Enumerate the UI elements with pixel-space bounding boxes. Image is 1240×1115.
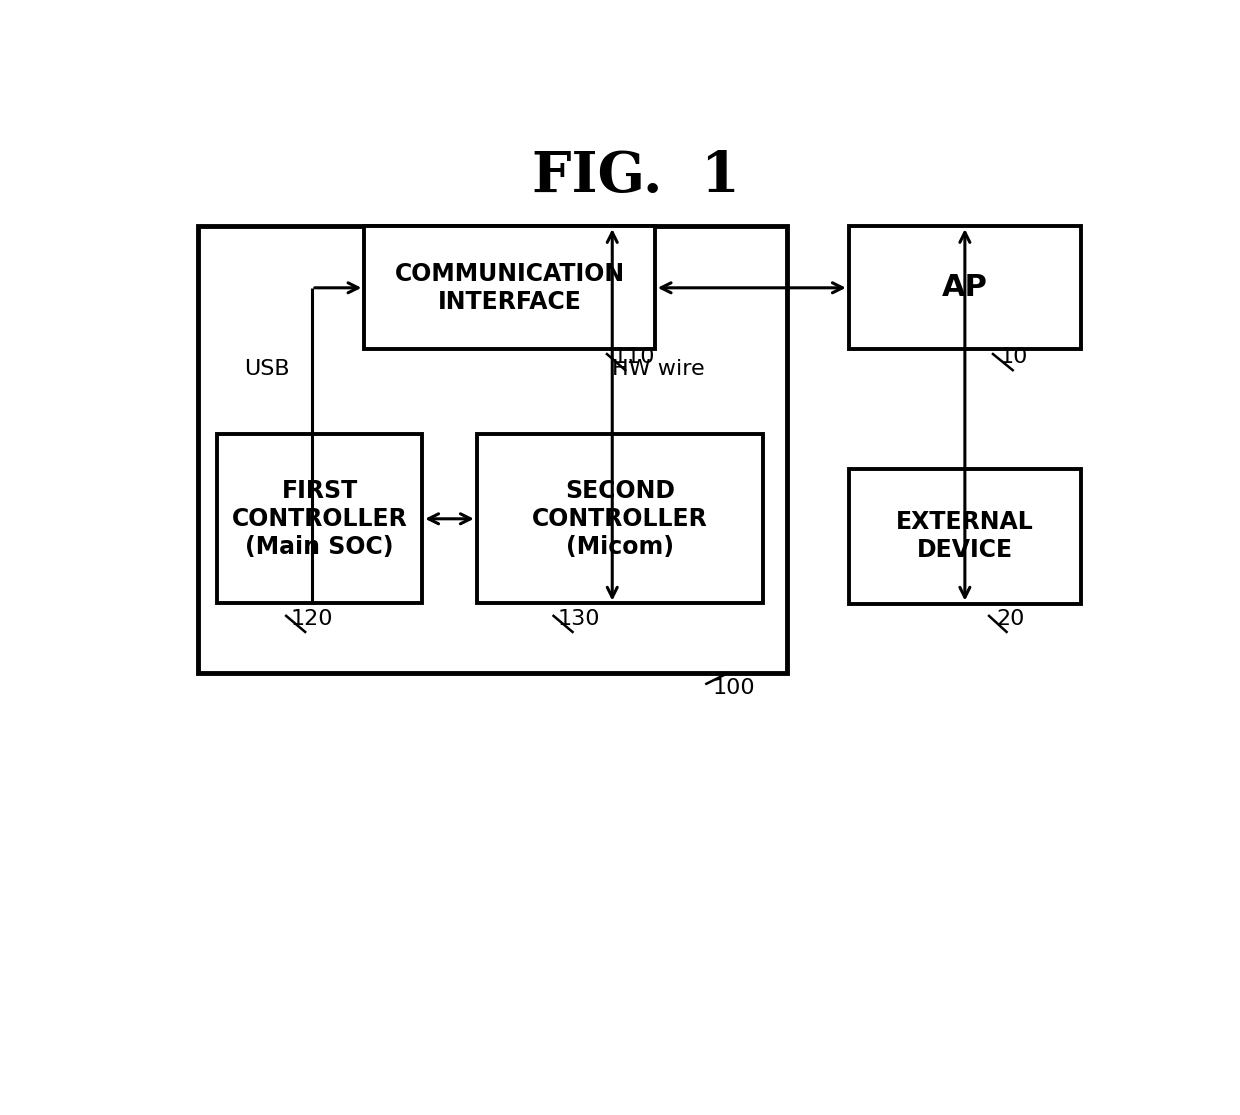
Bar — [197, 226, 786, 672]
Bar — [365, 226, 655, 349]
Text: USB: USB — [244, 359, 290, 379]
Text: 10: 10 — [999, 347, 1028, 367]
Text: HW wire: HW wire — [613, 359, 704, 379]
Text: 130: 130 — [558, 609, 600, 629]
Bar — [848, 226, 1081, 349]
Text: AP: AP — [942, 273, 988, 302]
Text: 110: 110 — [613, 347, 655, 367]
Bar — [848, 468, 1081, 603]
Text: SECOND
CONTROLLER
(Micom): SECOND CONTROLLER (Micom) — [532, 479, 708, 559]
Text: EXTERNAL
DEVICE: EXTERNAL DEVICE — [897, 511, 1034, 562]
Bar — [217, 434, 423, 603]
Text: 100: 100 — [713, 678, 755, 698]
Bar — [476, 434, 764, 603]
Text: 20: 20 — [996, 609, 1024, 629]
Text: FIG.  1: FIG. 1 — [532, 148, 739, 204]
Text: 120: 120 — [290, 609, 334, 629]
Text: COMMUNICATION
INTERFACE: COMMUNICATION INTERFACE — [394, 262, 625, 313]
Text: FIRST
CONTROLLER
(Main SOC): FIRST CONTROLLER (Main SOC) — [232, 479, 408, 559]
